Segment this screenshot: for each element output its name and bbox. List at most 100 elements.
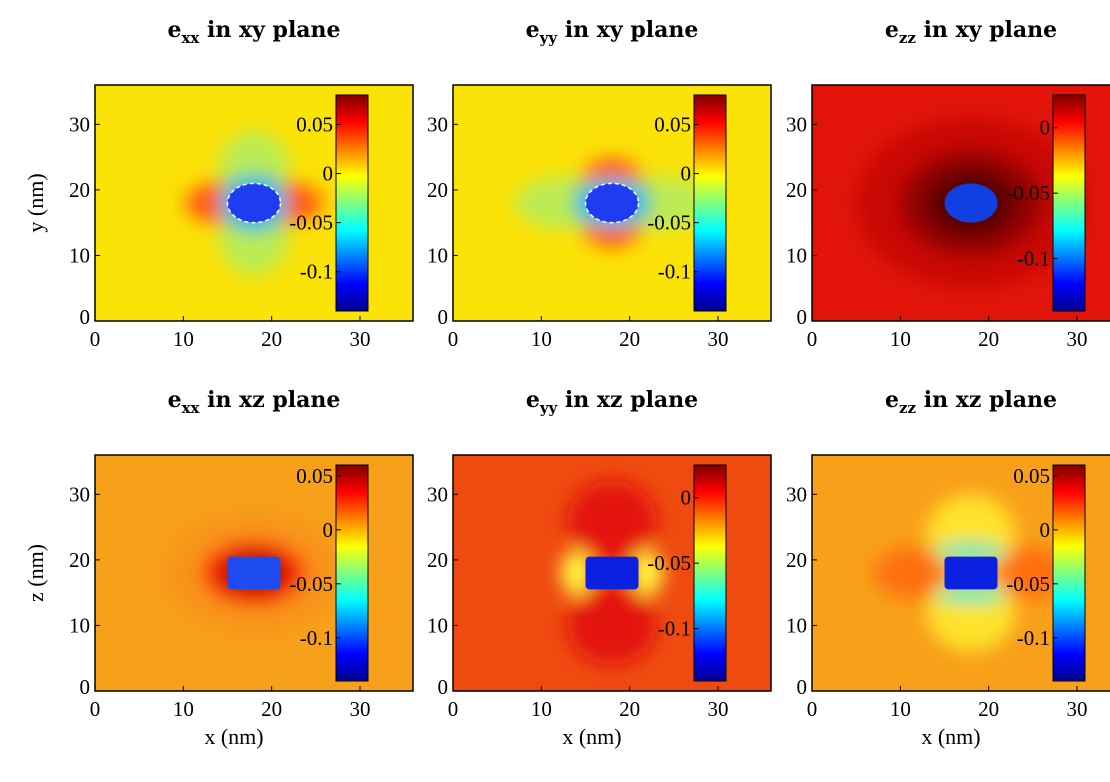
colorbar-tick-label: -0.05: [1006, 181, 1050, 205]
x-tick-label: 20: [619, 327, 640, 351]
panel-title: eyy in xy plane: [526, 17, 699, 47]
field-map: [856, 117, 1086, 289]
colorbar-tick-label: -0.05: [647, 211, 691, 235]
colorbar-tick-label: 0: [323, 162, 334, 186]
panel-2: 0.05 0 -0.05 -0.1 0 10 20 30 0 10 20 30 eyy in xy pl…: [427, 17, 772, 351]
field-map: [165, 514, 343, 632]
quantum-dot-inclusion: [944, 183, 998, 223]
x-tick-label: 0: [807, 327, 818, 351]
x-tick-label: 30: [708, 327, 729, 351]
y-tick-label: 10: [427, 613, 448, 637]
y-tick-label: 0: [797, 675, 808, 699]
plot-frame: [452, 454, 772, 692]
strain-lobe: [567, 586, 657, 665]
y-tick-label: 20: [786, 548, 807, 572]
colorbar-tick-label: 0: [323, 518, 334, 542]
panel-6: 0.05 0 -0.05 -0.1 0 10 20 30 0 10 20 30 ezz in xz pl…: [786, 387, 1110, 749]
plot-frame: [811, 84, 1110, 322]
colorbar: [335, 94, 369, 312]
colorbar-tick-label: -0.1: [300, 626, 333, 650]
y-tick-label: 20: [69, 548, 90, 572]
colorbar-tick-label: -0.1: [658, 260, 691, 284]
y-tick-label: 10: [786, 243, 807, 267]
colorbar: [693, 464, 727, 682]
strain-lobe: [560, 550, 593, 596]
plot-frame: [94, 454, 414, 692]
panel-title: ezz in xz plane: [885, 387, 1057, 417]
panel-title: exx in xz plane: [168, 387, 341, 417]
colorbar-tick-label: 0: [681, 486, 692, 510]
y-tick-label: 0: [80, 305, 91, 329]
y-tick-label: 20: [427, 178, 448, 202]
plot-frame: [94, 84, 414, 322]
x-tick-label: 0: [90, 697, 101, 721]
panel-title: ezz in xy plane: [885, 17, 1057, 47]
colorbar-tick-label: 0: [1040, 518, 1051, 542]
x-tick-label: 30: [708, 697, 729, 721]
panel-1: 0.05 0 -0.05 -0.1 0 10 20 30 0 10 20 30 exx in xy pl…: [23, 17, 414, 351]
x-tick-label: 20: [261, 697, 282, 721]
colorbar-tick-label: 0: [1040, 116, 1051, 140]
y-tick-label: 10: [69, 613, 90, 637]
y-axis-label: z (nm): [23, 544, 48, 602]
x-tick-label: 0: [90, 327, 101, 351]
field-map: [560, 481, 664, 665]
x-tick-label: 10: [531, 697, 552, 721]
x-tick-label: 10: [531, 327, 552, 351]
y-tick-label: 30: [69, 112, 90, 136]
panel-title: eyy in xz plane: [526, 387, 698, 417]
y-axis-label: y (nm): [23, 173, 48, 232]
y-tick-label: 20: [427, 548, 448, 572]
colorbar-tick-label: -0.05: [1006, 572, 1050, 596]
y-tick-label: 0: [438, 305, 449, 329]
x-tick-label: 0: [448, 697, 459, 721]
quantum-dot-inclusion: [227, 556, 281, 590]
x-tick-label: 0: [807, 697, 818, 721]
y-tick-label: 20: [786, 178, 807, 202]
x-tick-label: 0: [448, 327, 459, 351]
colorbar: [1052, 94, 1086, 312]
x-tick-label: 20: [261, 327, 282, 351]
quantum-dot-inclusion: [584, 182, 640, 224]
y-tick-label: 10: [69, 243, 90, 267]
y-tick-label: 10: [427, 243, 448, 267]
x-tick-label: 30: [1067, 697, 1088, 721]
x-tick-label: 30: [1067, 327, 1088, 351]
colorbar: [1052, 464, 1086, 682]
x-tick-label: 20: [978, 697, 999, 721]
colorbar-tick-label: -0.05: [289, 572, 333, 596]
x-tick-label: 20: [619, 697, 640, 721]
y-tick-label: 20: [69, 178, 90, 202]
panel-5: 0 -0.05 -0.1 0 10 20 30 0 10 20 30 eyy in xz plane x…: [427, 387, 772, 749]
x-tick-label: 20: [978, 327, 999, 351]
colorbar-tick-label: -0.1: [300, 260, 333, 284]
strain-lobe: [631, 550, 664, 596]
panel-3: 0 -0.05 -0.1 0 10 20 30 0 10 20 30 ezz in xy plane: [786, 17, 1110, 351]
panel-4: 0.05 0 -0.05 -0.1 0 10 20 30 0 10 20 30 exx in xz pl…: [23, 387, 414, 749]
y-tick-label: 30: [786, 482, 807, 506]
colorbar-tick-label: -0.05: [289, 211, 333, 235]
quantum-dot-inclusion: [226, 182, 282, 224]
x-tick-label: 30: [350, 697, 371, 721]
colorbar-tick-label: 0: [681, 162, 692, 186]
colorbar-tick-label: 0.05: [654, 112, 691, 136]
y-tick-label: 30: [69, 482, 90, 506]
field-map: [514, 157, 710, 249]
colorbar: [693, 94, 727, 312]
colorbar-tick-label: -0.1: [1017, 626, 1050, 650]
plot-frame: [452, 84, 772, 322]
panel-title: exx in xy plane: [167, 17, 340, 47]
x-tick-label: 10: [890, 327, 911, 351]
y-tick-label: 10: [786, 613, 807, 637]
x-tick-label: 10: [890, 697, 911, 721]
x-tick-label: 10: [173, 697, 194, 721]
colorbar-tick-label: -0.05: [647, 551, 691, 575]
field-map: [873, 494, 1069, 652]
y-tick-label: 30: [427, 112, 448, 136]
quantum-dot-inclusion: [585, 556, 639, 590]
plot-frame: [811, 454, 1110, 692]
x-axis-label: x (nm): [921, 724, 980, 749]
y-tick-label: 30: [427, 482, 448, 506]
y-tick-label: 0: [797, 305, 808, 329]
